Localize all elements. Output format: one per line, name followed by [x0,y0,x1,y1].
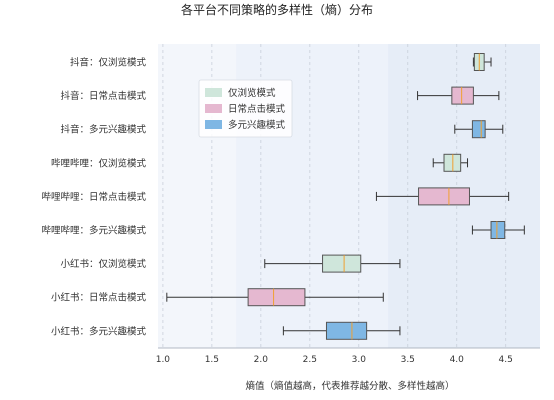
box-mark [454,120,504,139]
x-axis-title: 熵值（熵值越高，代表推荐越分散、多样性越高） [245,380,454,392]
category-labels: 抖音：仅浏览模式抖音：日常点击模式抖音：多元兴趣模式哔哩哔哩：仅浏览模式哔哩哔哩… [41,57,146,338]
box-body [490,221,506,239]
box-series [166,53,525,340]
box-body [471,120,486,139]
category-label: 抖音：仅浏览模式 [70,57,147,69]
box-mark [264,254,401,273]
box-mark [471,221,525,239]
category-label: 小红书：日常点击模式 [51,292,147,304]
x-tick-label: 1.0 [156,355,171,365]
category-label: 抖音：多元兴趣模式 [60,124,146,136]
x-tick-label: 3.5 [401,355,415,365]
category-label: 抖音：日常点击模式 [60,90,146,102]
legend-label: 日常点击模式 [228,103,286,115]
legend-box [198,79,293,138]
category-label: 哔哩哔哩：日常点击模式 [41,191,146,203]
box-body [325,321,368,340]
box-body [451,86,474,105]
x-tick-label: 2.0 [254,355,269,365]
legend-label: 仅浏览模式 [228,87,276,99]
x-tick-labels: 1.0 1.5 2.0 2.5 3.0 3.5 4.0 4.5 [156,355,513,365]
x-tick-label: 3.0 [352,355,367,365]
box-body [418,187,470,206]
box-body [322,254,362,273]
box-mark [432,153,469,172]
legend-swatch [205,120,222,129]
category-label: 哔哩哔哩：多元兴趣模式 [41,225,146,237]
box-mark [375,187,510,206]
box-mark [472,53,492,71]
box-mark [282,321,401,340]
category-label: 哔哩哔哩：仅浏览模式 [51,157,147,169]
legend-swatch [205,88,222,97]
x-tick-label: 2.5 [303,355,317,365]
box-mark [166,288,384,307]
x-tick-label: 4.5 [499,355,513,365]
x-tick-label: 1.5 [205,355,219,365]
legend-label: 多元兴趣模式 [228,119,286,131]
chart-title: 各平台不同策略的多样性（熵）分布 [181,2,373,17]
box-mark [417,86,500,105]
box-body [247,288,306,307]
category-label: 小红书：多元兴趣模式 [51,325,147,337]
category-label: 小红书：仅浏览模式 [60,258,146,270]
x-tick-label: 4.0 [450,355,465,365]
legend-swatch [205,104,222,113]
